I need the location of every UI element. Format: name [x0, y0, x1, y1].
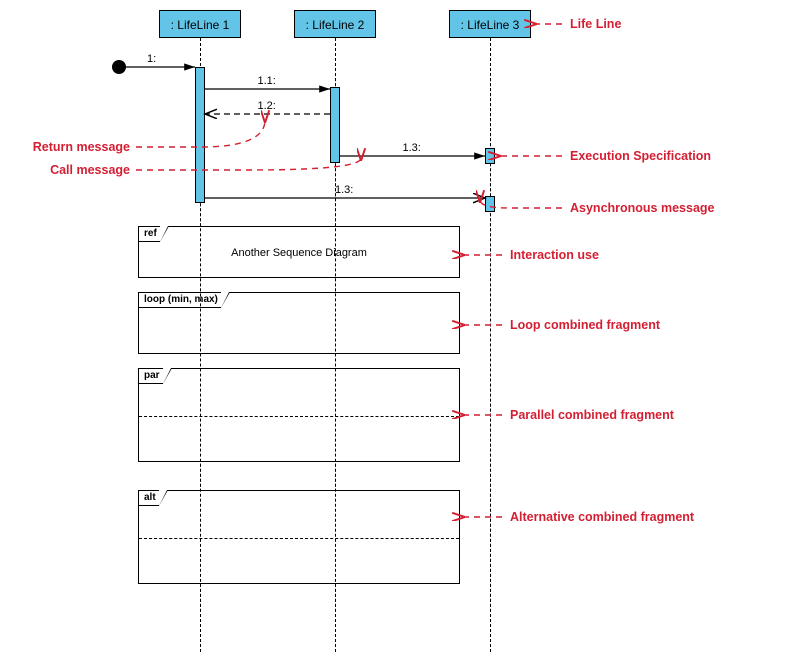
sequence-diagram-canvas: : LifeLine 1 : LifeLine 2 : LifeLine 3 ref A… — [0, 0, 805, 660]
fragment-text-ref: Another Sequence Diagram — [139, 247, 459, 259]
message-label-m13b: 1.3: — [335, 184, 353, 196]
message-label-m0: 1: — [147, 53, 156, 65]
annotation-an-exec: Execution Specification — [570, 149, 711, 163]
annotation-an-par: Parallel combined fragment — [510, 408, 674, 422]
fragment-divider — [139, 538, 459, 539]
annotation-an-ret: Return message — [10, 140, 130, 154]
activation-a1 — [195, 67, 205, 203]
message-label-m13: 1.3: — [403, 142, 421, 154]
annotation-an-loop: Loop combined fragment — [510, 318, 660, 332]
annotation-an-alt: Alternative combined fragment — [510, 510, 694, 524]
found-message-start — [112, 60, 126, 74]
annotation-an-int: Interaction use — [510, 248, 599, 262]
annotation-an-ll: Life Line — [570, 17, 621, 31]
fragment-divider — [139, 416, 459, 417]
fragment-tag-ref: ref — [138, 226, 160, 242]
lifeline-head-l2: : LifeLine 2 — [294, 10, 376, 38]
activation-a4 — [485, 196, 495, 212]
message-label-m12: 1.2: — [258, 100, 276, 112]
fragment-par: par — [138, 368, 460, 462]
lifeline-head-l1: : LifeLine 1 — [159, 10, 241, 38]
fragment-alt: alt — [138, 490, 460, 584]
activation-a3 — [485, 148, 495, 164]
fragment-tag-loop: loop (min, max) — [138, 292, 221, 308]
annotation-an-async: Asynchronous message — [570, 201, 715, 215]
fragment-ref: ref Another Sequence Diagram — [138, 226, 460, 278]
activation-a2 — [330, 87, 340, 163]
annotation-an-call: Call message — [10, 163, 130, 177]
message-label-m11: 1.1: — [258, 75, 276, 87]
fragment-tag-alt: alt — [138, 490, 159, 506]
fragment-loop: loop (min, max) — [138, 292, 460, 354]
fragment-tag-par: par — [138, 368, 163, 384]
lifeline-head-l3: : LifeLine 3 — [449, 10, 531, 38]
